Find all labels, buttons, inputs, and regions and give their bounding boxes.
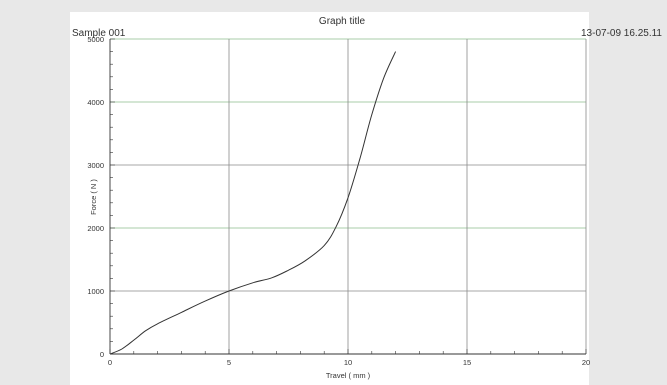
force-travel-series-line bbox=[110, 52, 396, 354]
series-layer bbox=[110, 52, 396, 354]
x-tick-labels: 0 5 10 15 20 bbox=[108, 358, 590, 367]
x-tick-label-0: 0 bbox=[108, 358, 112, 367]
x-tick-label-15: 15 bbox=[463, 358, 471, 367]
graph-title: Graph title bbox=[319, 16, 366, 27]
x-axis-label: Travel ( mm ) bbox=[326, 371, 371, 380]
y-tick-label-0: 0 bbox=[100, 350, 104, 359]
y-tick-label-5000: 5000 bbox=[87, 35, 104, 44]
y-axis-label: Force ( N ) bbox=[89, 179, 98, 215]
x-tick-label-5: 5 bbox=[227, 358, 231, 367]
y-tick-label-1000: 1000 bbox=[87, 287, 104, 296]
y-tick-label-2000: 2000 bbox=[87, 224, 104, 233]
x-tick-label-10: 10 bbox=[344, 358, 352, 367]
y-tick-label-4000: 4000 bbox=[87, 98, 104, 107]
timestamp: 13-07-09 16.25.11 bbox=[581, 28, 662, 39]
x-tick-label-20: 20 bbox=[582, 358, 590, 367]
y-tick-label-3000: 3000 bbox=[87, 161, 104, 170]
